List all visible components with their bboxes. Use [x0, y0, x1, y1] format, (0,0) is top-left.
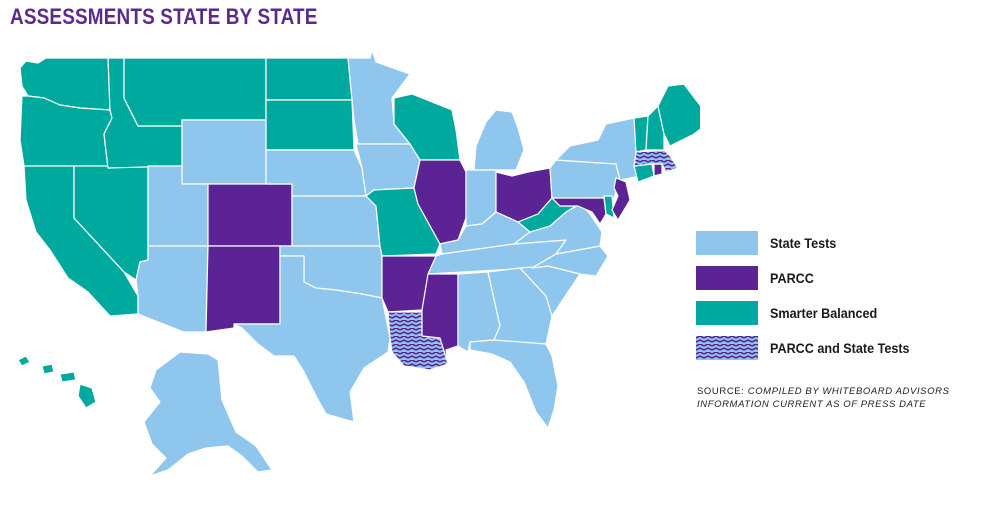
- state-SD: [265, 99, 355, 151]
- legend-swatch-smarter-balanced: [696, 301, 758, 325]
- legend-item-parcc-and-state-tests: PARCC and State Tests: [696, 336, 976, 360]
- state-CT: [633, 163, 655, 183]
- state-RI: [653, 163, 663, 177]
- legend-swatch-parcc-and-state-tests: [696, 336, 758, 360]
- legend-item-smarter-balanced: Smarter Balanced: [696, 301, 976, 325]
- state-NM: [205, 245, 281, 333]
- state-NH: [645, 105, 665, 151]
- legend-item-state-tests: State Tests: [696, 231, 976, 255]
- state-DE: [603, 195, 615, 219]
- state-FL: [469, 339, 559, 429]
- state-AK: [143, 351, 273, 477]
- legend: State Tests PARCC Smarter Balanced PARCC…: [696, 231, 976, 371]
- source-prefix: SOURCE:: [697, 386, 745, 397]
- state-MI: [473, 109, 525, 171]
- source-line-1: SOURCE: COMPILED BY WHITEBOARD ADVISORS: [697, 385, 950, 398]
- state-MA: [633, 149, 679, 173]
- state-shapes: [17, 49, 700, 477]
- state-WI: [393, 93, 461, 161]
- us-states-map: [17, 49, 700, 477]
- legend-item-parcc: PARCC: [696, 266, 976, 290]
- state-MO: [365, 187, 441, 257]
- legend-swatch-state-tests: [696, 231, 758, 255]
- state-WY: [181, 119, 267, 185]
- state-HI: [17, 355, 97, 409]
- state-TX: [233, 255, 391, 423]
- state-ND: [265, 57, 353, 101]
- state-CO: [207, 183, 293, 247]
- legend-label-parcc-and-state-tests: PARCC and State Tests: [770, 340, 910, 356]
- state-NJ: [611, 177, 631, 221]
- state-ME: [657, 83, 700, 147]
- state-PA: [549, 159, 621, 199]
- state-MN: [347, 49, 411, 145]
- source-note: SOURCE: COMPILED BY WHITEBOARD ADVISORS …: [697, 385, 950, 411]
- legend-label-parcc: PARCC: [770, 270, 814, 286]
- state-KS: [291, 195, 381, 247]
- legend-label-state-tests: State Tests: [770, 235, 837, 251]
- legend-label-smarter-balanced: Smarter Balanced: [770, 305, 878, 321]
- source-text: COMPILED BY WHITEBOARD ADVISORS: [747, 386, 950, 397]
- source-date-note: INFORMATION CURRENT AS OF PRESS DATE: [697, 399, 927, 410]
- legend-swatch-parcc: [696, 266, 758, 290]
- page-title: ASSESSMENTS STATE BY STATE: [10, 4, 318, 29]
- state-MT: [123, 57, 267, 127]
- source-line-2: INFORMATION CURRENT AS OF PRESS DATE: [697, 398, 950, 411]
